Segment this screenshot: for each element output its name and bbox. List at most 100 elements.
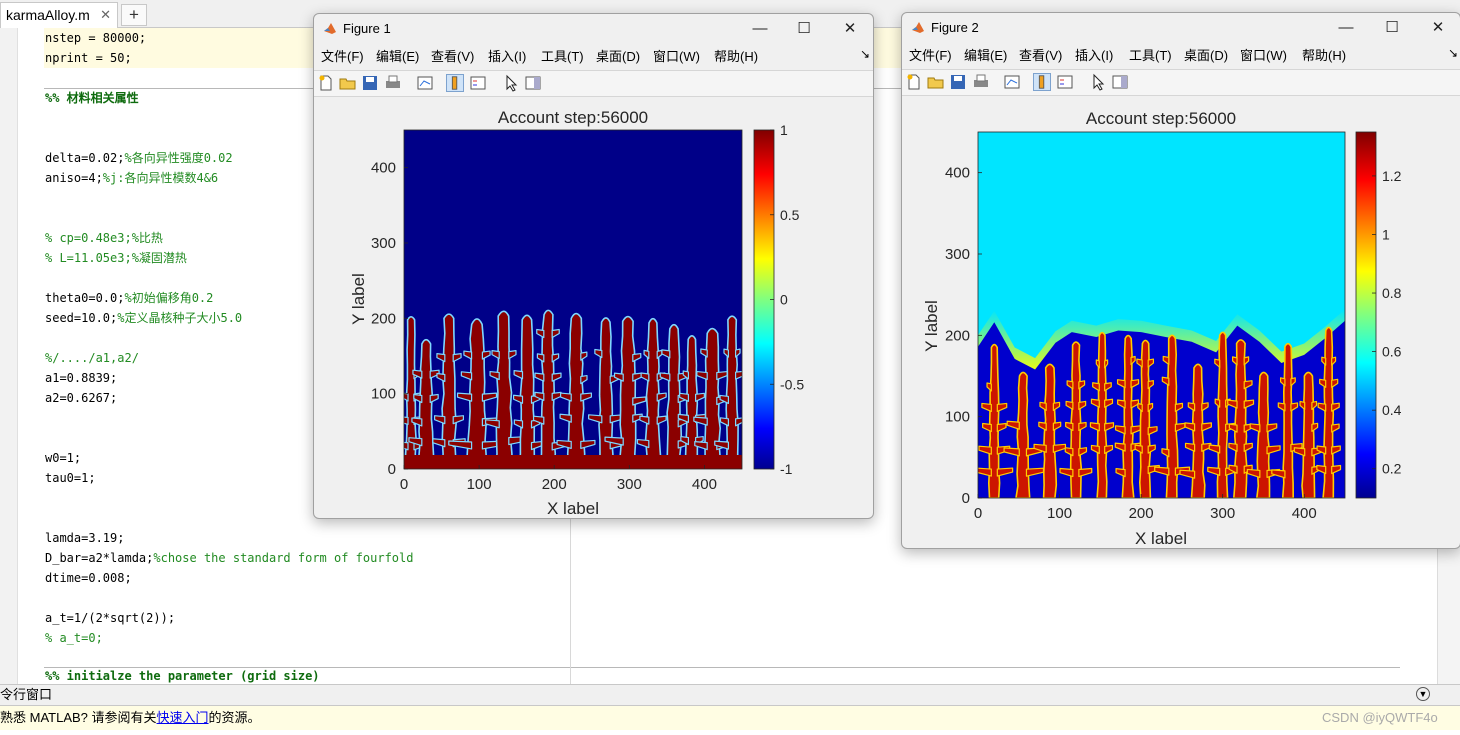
new-figure-icon[interactable]	[905, 73, 923, 91]
command-window-notice: 熟悉 MATLAB? 请参阅有关快速入门的资源。	[0, 706, 1460, 730]
dendrite-arm	[536, 353, 545, 363]
menu-help[interactable]: 帮助(H)	[1302, 48, 1347, 63]
menu-view[interactable]: 查看(V)	[431, 49, 475, 64]
open-file-icon[interactable]	[339, 74, 357, 92]
dendrite-arm	[1249, 423, 1261, 433]
print-icon[interactable]	[384, 74, 402, 92]
colorbar-icon[interactable]	[446, 74, 464, 92]
dendrite-arm	[404, 416, 409, 426]
menu-view[interactable]: 查看(V)	[1019, 48, 1063, 63]
axes-box	[403, 129, 743, 470]
figure-2-window[interactable]: Figure 2 — ☐ ✕ 文件(F) 编辑(E) 查看(V) 插入(I) 工…	[901, 12, 1460, 549]
menu-tools[interactable]: 工具(T)	[1129, 48, 1172, 63]
dendrite-arm	[1266, 423, 1278, 433]
dendrite-arm	[412, 369, 423, 379]
menu-overflow-icon[interactable]: ↘	[1448, 46, 1459, 60]
dendrite-arm	[1078, 380, 1086, 390]
matlab-logo-icon	[912, 22, 924, 33]
code-text: delta=0.02;%各向异性强度0.02	[45, 148, 233, 168]
menu-desktop[interactable]: 桌面(D)	[1184, 48, 1229, 63]
property-editor-icon[interactable]	[524, 74, 542, 92]
x-tick-label: 0	[400, 476, 408, 493]
dendrite-arm	[719, 394, 729, 405]
collapse-icon[interactable]: ▼	[1416, 687, 1430, 701]
print-icon[interactable]	[972, 73, 990, 91]
dendrite-arm	[448, 440, 473, 450]
maximize-button[interactable]: ☐	[1385, 19, 1399, 36]
legend-icon[interactable]	[1056, 73, 1074, 91]
menu-desktop[interactable]: 桌面(D)	[596, 49, 641, 64]
colorbar-tick-label: 0.5	[780, 207, 800, 223]
dendrite-arm	[594, 348, 603, 359]
dendrite-arm	[1179, 469, 1196, 479]
dendrite-arm	[413, 393, 423, 404]
link-plot-icon[interactable]	[416, 74, 434, 92]
dendrite-arm	[481, 392, 498, 402]
menu-tools[interactable]: 工具(T)	[541, 49, 584, 64]
x-ticks: 0 100 200 300 400	[400, 465, 717, 493]
figure-2-title: Figure 2	[931, 20, 979, 35]
dendrite-trunk	[539, 309, 557, 469]
minimize-button[interactable]: —	[752, 20, 768, 37]
menu-edit[interactable]: 编辑(E)	[376, 49, 420, 64]
menu-file[interactable]: 文件(F)	[321, 49, 364, 64]
minimize-button[interactable]: —	[1338, 19, 1354, 36]
menu-insert[interactable]: 插入(I)	[1075, 48, 1114, 63]
close-button[interactable]: ✕	[1431, 19, 1445, 36]
dendrite-arm	[1147, 358, 1155, 368]
legend-icon[interactable]	[469, 74, 487, 92]
figure-1-window[interactable]: Figure 1 — ☐ ✕ 文件(F) 编辑(E) 查看(V) 插入(I) 工…	[313, 13, 874, 519]
dendrite-arm	[1243, 442, 1253, 452]
dendrite-arm	[996, 422, 1007, 433]
dendrite-arm	[1266, 445, 1281, 455]
editor-tab-karmaalloy[interactable]: karmaAlloy.m ✕	[0, 2, 118, 28]
dendrite-arm	[1064, 447, 1074, 457]
figure-1-canvas: Account step:56000 0 100 200 300 400 0 100 200…	[314, 98, 873, 518]
dendrite-arm	[1232, 356, 1238, 366]
figure-1-titlebar[interactable]: Figure 1 — ☐ ✕	[314, 14, 873, 44]
dendrite-arm	[1092, 382, 1100, 392]
dendrite-trunk	[517, 314, 536, 469]
menu-window[interactable]: 窗口(W)	[1240, 48, 1287, 63]
dendrite-arm	[1228, 423, 1238, 433]
maximize-button[interactable]: ☐	[797, 20, 811, 37]
figure-2-titlebar[interactable]: Figure 2 — ☐ ✕	[902, 13, 1460, 43]
menu-help[interactable]: 帮助(H)	[714, 49, 759, 64]
dendrite-arm	[695, 392, 705, 402]
menu-overflow-icon[interactable]: ↘	[860, 47, 871, 61]
code-statement: nprint = 50;	[45, 51, 132, 65]
dendrite-arm	[1208, 444, 1221, 454]
colorbar-icon[interactable]	[1033, 73, 1051, 91]
dendrite-arm	[551, 391, 562, 401]
menu-file[interactable]: 文件(F)	[909, 48, 952, 63]
code-statement: lamda=3.19;	[45, 531, 125, 545]
dendrite-arm	[1006, 420, 1020, 430]
dendrite-arm	[1136, 358, 1143, 368]
dendrite-arm	[677, 413, 689, 423]
menu-insert[interactable]: 插入(I)	[488, 49, 527, 64]
dendrite-arm	[404, 392, 409, 402]
link-plot-icon[interactable]	[1003, 73, 1021, 91]
menu-edit[interactable]: 编辑(E)	[964, 48, 1008, 63]
dendrite-arm	[996, 467, 1014, 477]
pointer-icon[interactable]	[502, 74, 520, 92]
property-editor-icon[interactable]	[1111, 73, 1129, 91]
close-tab-icon[interactable]: ✕	[100, 7, 111, 22]
open-file-icon[interactable]	[927, 73, 945, 91]
getting-started-link[interactable]: 快速入门	[156, 710, 209, 725]
close-button[interactable]: ✕	[843, 20, 857, 37]
new-figure-icon[interactable]	[317, 74, 335, 92]
menu-window[interactable]: 窗口(W)	[653, 49, 700, 64]
pointer-icon[interactable]	[1089, 73, 1107, 91]
add-tab-button[interactable]: +	[121, 4, 147, 26]
save-icon[interactable]	[361, 74, 379, 92]
colorbar-tick-label: 1	[1382, 226, 1390, 242]
dendrite-arm	[404, 441, 409, 451]
dendrite-trunk	[987, 343, 1001, 498]
code-comment: % L=11.05e3;%凝固潜热	[45, 251, 187, 265]
dendrite-arm	[1095, 359, 1100, 369]
dendrite-arm	[1117, 399, 1126, 409]
save-icon[interactable]	[949, 73, 967, 91]
tab-label: karmaAlloy.m	[6, 7, 90, 23]
plot-title: Account step:56000	[498, 108, 648, 127]
